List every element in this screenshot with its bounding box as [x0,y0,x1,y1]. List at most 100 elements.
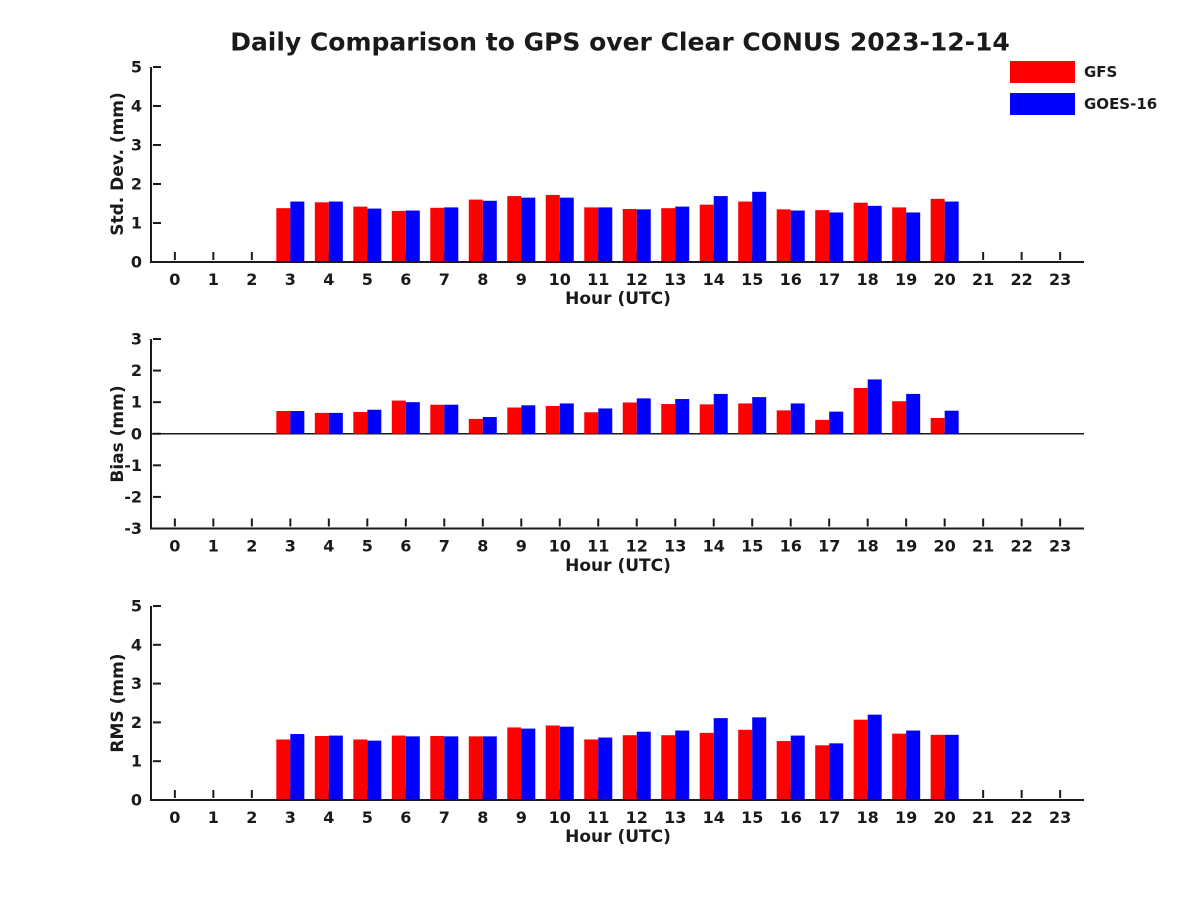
bar [906,212,921,262]
x-tick-label: 10 [549,537,571,556]
bar [391,735,406,800]
x-tick-label: 10 [549,808,571,827]
legend-item-gfs: GFS [1010,61,1157,83]
bar [290,411,305,434]
x-tick-label: 4 [323,270,334,289]
x-tick-label: 0 [169,808,180,827]
x-tick-label: 7 [439,537,450,556]
y-tick-label: 3 [131,136,142,155]
bar [468,418,483,434]
bar [521,405,536,434]
bar [290,201,305,262]
bar [276,208,291,262]
x-tick-label: 3 [285,537,296,556]
bar [444,207,459,262]
bar [353,411,368,434]
bar [636,398,651,434]
x-tick-label: 16 [780,537,802,556]
bar [930,734,945,800]
y-tick-label: -2 [124,487,142,506]
bar [892,401,907,434]
bar [545,194,560,262]
x-tick-label: 22 [1011,537,1033,556]
bar [276,411,291,434]
bar [521,197,536,262]
x-tick-label: 6 [400,808,411,827]
legend: GFS GOES-16 [1010,61,1157,125]
x-tick-label: 9 [516,270,527,289]
x-tick-label: 11 [587,537,609,556]
bar [353,739,368,800]
bar [752,191,767,262]
bar [559,197,574,262]
bar [944,734,959,800]
bar [430,207,445,262]
bar [598,408,613,434]
x-tick-label: 19 [895,270,917,289]
bar [636,731,651,800]
x-axis-label-2: Hour (UTC) [565,556,671,576]
y-tick-label: 2 [131,175,142,194]
legend-swatch-gfs [1010,61,1075,83]
x-tick-label: 12 [626,537,648,556]
bar [545,405,560,434]
x-tick-label: 1 [208,537,219,556]
x-tick-label: 16 [780,270,802,289]
bar [699,204,714,262]
legend-item-goes16: GOES-16 [1010,93,1157,115]
bar [790,735,805,800]
bar [482,736,497,800]
bar [367,409,382,434]
x-tick-label: 22 [1011,808,1033,827]
x-tick-label: 0 [169,270,180,289]
y-tick-label: 5 [131,58,142,77]
x-tick-label: 14 [703,537,725,556]
x-tick-label: 13 [664,808,686,827]
bar [276,739,291,800]
y-tick-label: 0 [131,791,142,810]
bar [507,407,522,434]
x-tick-label: 1 [208,270,219,289]
y-tick-label: 4 [131,635,142,654]
x-tick-label: 5 [362,808,373,827]
x-tick-label: 15 [741,808,763,827]
x-tick-label: 3 [285,270,296,289]
x-tick-label: 8 [477,537,488,556]
bar [944,410,959,434]
bar [699,404,714,434]
bar [559,726,574,800]
bar [482,200,497,262]
x-tick-label: 17 [818,808,840,827]
y-tick-label: 0 [131,424,142,443]
bar [906,730,921,800]
bar [430,735,445,800]
bar [559,403,574,434]
x-tick-label: 2 [246,808,257,827]
x-tick-label: 14 [703,270,725,289]
bar [867,714,882,800]
chart-title: Daily Comparison to GPS over Clear CONUS… [230,27,1010,57]
x-tick-label: 12 [626,270,648,289]
bar [314,412,329,434]
bar [430,404,445,434]
bar [867,205,882,262]
bar [815,745,830,800]
bar [444,736,459,800]
x-tick-label: 19 [895,808,917,827]
bar [776,410,791,434]
bar [598,207,613,262]
x-tick-label: 17 [818,537,840,556]
x-axis-label-3: Hour (UTC) [565,827,671,847]
bar [405,736,420,800]
x-tick-label: 21 [972,270,994,289]
x-tick-label: 22 [1011,270,1033,289]
y-tick-label: -3 [124,519,142,538]
bar [584,412,599,434]
x-tick-label: 13 [664,270,686,289]
x-tick-label: 7 [439,808,450,827]
bar [328,735,343,800]
bar [468,199,483,262]
bar [829,743,844,800]
bar [391,400,406,434]
